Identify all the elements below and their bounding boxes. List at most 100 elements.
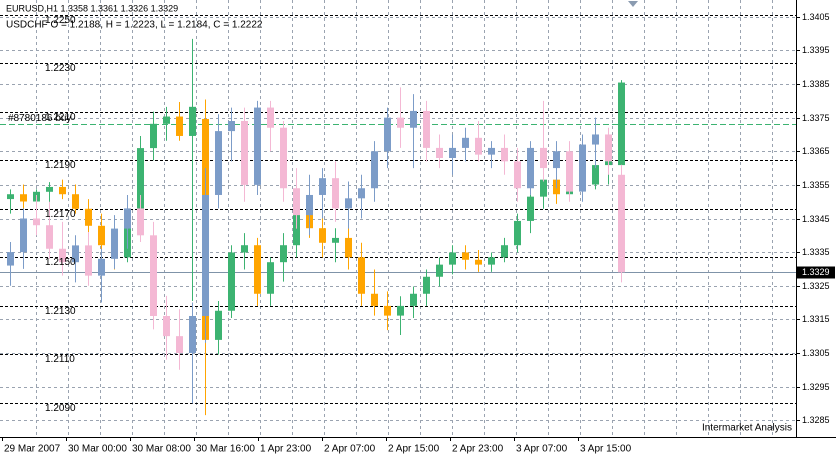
candle-body [566, 151, 573, 192]
candle-body [7, 252, 14, 266]
x-tick-label: 3 Apr 07:00 [516, 444, 568, 455]
candle-body [436, 147, 443, 158]
candle-body [371, 293, 378, 306]
y-tick-label: 1.3335 [802, 247, 830, 257]
candle-body [488, 147, 495, 155]
y-tick-label: 1.3385 [802, 79, 830, 89]
candle-body [111, 228, 118, 259]
candle-body [384, 117, 391, 152]
candle-body [293, 188, 300, 216]
y2-tick-label: 1.2150 [45, 257, 76, 268]
candle-body [488, 257, 495, 265]
y-tick-label: 1.3395 [802, 45, 830, 55]
candle-body [319, 228, 326, 243]
plot [7, 38, 625, 416]
candle-body [358, 188, 365, 199]
y-tick-label: 1.3285 [802, 415, 830, 425]
candle-body [345, 237, 352, 258]
candle-body [423, 110, 430, 148]
candle-body [592, 134, 599, 145]
candle-body [202, 194, 209, 316]
candle-body [436, 264, 443, 277]
header-eurusd: EURUSD,H1 1.3358 1.3361 1.3326 1.3329 [6, 3, 178, 13]
candle-body [228, 252, 235, 311]
candle-body [306, 194, 313, 216]
y2-tick-label: 1.2130 [45, 306, 76, 317]
x-tick-label: 1 Apr 23:00 [260, 444, 312, 455]
candle-body [397, 305, 404, 316]
candle-body [475, 137, 482, 155]
current-price-box [797, 266, 835, 279]
candle-body [176, 116, 183, 136]
candle-body [280, 127, 287, 189]
candle-body [150, 123, 157, 149]
candle-body [176, 336, 183, 353]
candle-body [163, 116, 170, 124]
candle-body [423, 276, 430, 294]
y-tick-label: 1.3315 [802, 314, 830, 324]
y2-tick-label: 1.2110 [45, 354, 75, 365]
candle-body [449, 252, 456, 265]
candle-body [241, 245, 248, 253]
candle-body [46, 186, 53, 192]
x-tick-label: 29 Mar 2007 [4, 444, 61, 455]
candle-body [553, 151, 560, 169]
y-tick-label: 1.3405 [802, 12, 830, 22]
candle-body [215, 310, 222, 340]
y2-tick-label: 1.2210 [45, 112, 76, 123]
candle-body [475, 259, 482, 265]
y-tick-label: 1.3325 [802, 281, 830, 291]
candle-body [462, 252, 469, 260]
y-tick-label: 1.3345 [802, 214, 830, 224]
candle-body [540, 179, 547, 197]
candle-body [358, 257, 365, 294]
x-tick-label: 2 Apr 23:00 [452, 444, 504, 455]
candle-body [293, 213, 300, 246]
candle-body [228, 121, 235, 132]
candle-body [254, 245, 261, 294]
candle-body [332, 237, 339, 243]
candle-body [501, 147, 508, 162]
y2-tick-label: 1.2250 [45, 15, 76, 26]
candle-body [98, 225, 105, 246]
candle-body [579, 144, 586, 192]
candle-body [254, 107, 261, 185]
candle-body [449, 147, 456, 158]
candle-body [267, 262, 274, 294]
candle-body [501, 245, 508, 258]
candle-body [20, 218, 27, 253]
y-tick-label: 1.3355 [802, 180, 830, 190]
scroll-marker [628, 1, 638, 7]
candle-body [605, 134, 612, 162]
current-price-label: 1.3329 [802, 267, 830, 277]
candle-body [345, 198, 352, 209]
candle-body [241, 121, 248, 185]
candle-body [215, 131, 222, 195]
candle-body [46, 225, 53, 249]
y2-tick-label: 1.2090 [45, 403, 76, 414]
y2-tick-label: 1.2170 [45, 209, 76, 220]
candle-body [124, 208, 131, 229]
x-tick-label: 2 Apr 07:00 [324, 444, 376, 455]
candle-body [527, 196, 534, 221]
x-tick-label: 30 Mar 08:00 [132, 444, 191, 455]
y-tick-label: 1.3365 [802, 146, 830, 156]
candle-body [189, 315, 196, 353]
candle-body [540, 147, 547, 169]
candle-body [137, 148, 144, 229]
candle-body [189, 106, 196, 136]
candle-body [319, 178, 326, 195]
y-tick-label: 1.3305 [802, 348, 830, 358]
y-tick-label: 1.3375 [802, 113, 830, 123]
candle-body [332, 178, 339, 209]
header-usdchf: USDCHF O = 1.2188, H = 1.2223, L = 1.218… [6, 20, 263, 31]
candle-body [85, 245, 92, 276]
candle-body [163, 315, 170, 337]
candle-body [280, 245, 287, 263]
candle-body [462, 137, 469, 148]
candle-body [384, 305, 391, 316]
candle-body [410, 110, 417, 128]
order-label: #8780186 buy [8, 113, 71, 124]
y-tick-label: 1.3295 [802, 382, 830, 392]
